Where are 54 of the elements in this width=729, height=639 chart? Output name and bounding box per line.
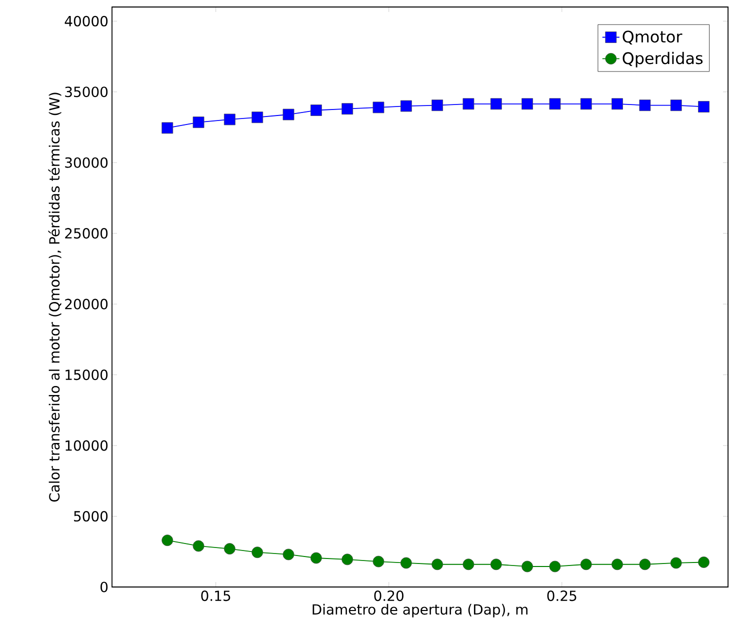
- point: [698, 556, 710, 568]
- point: [192, 116, 204, 128]
- x-tick-label: 0.25: [547, 590, 576, 602]
- x-tick-label: 0.15: [201, 590, 230, 602]
- point: [580, 98, 592, 110]
- point: [670, 557, 682, 569]
- y-tick-label: 15000: [66, 370, 108, 380]
- point: [162, 122, 174, 134]
- y-tick-label: 10000: [66, 440, 108, 451]
- y-tick-label: 0: [100, 582, 108, 592]
- y-tick-label: 30000: [65, 157, 108, 168]
- point: [432, 100, 444, 112]
- point: [400, 557, 412, 569]
- point: [490, 98, 502, 110]
- point: [342, 554, 354, 566]
- point: [224, 114, 236, 126]
- point: [612, 98, 623, 110]
- point: [162, 534, 174, 546]
- point: [612, 558, 623, 570]
- y-axis-title: Calor transferido al motor (Qmotor), Pérdidas térmicas (W): [48, 92, 62, 502]
- point: [372, 102, 384, 114]
- point: [580, 558, 592, 570]
- x-tick-label: 0.20: [374, 590, 404, 602]
- point: [192, 540, 204, 552]
- point: [639, 100, 651, 112]
- point: [522, 560, 533, 572]
- point: [342, 103, 354, 115]
- point: [432, 558, 444, 570]
- y-tick-label: 25000: [65, 228, 108, 239]
- point: [490, 558, 502, 570]
- y-tick-label: 20000: [65, 298, 108, 310]
- point: [698, 101, 710, 112]
- point: [462, 98, 474, 110]
- point: [252, 112, 264, 124]
- legend-label: Qperdidas: [622, 52, 703, 68]
- point: [522, 98, 533, 110]
- y-tick-label: 35000: [65, 86, 108, 98]
- point: [282, 548, 294, 560]
- point: [310, 104, 322, 116]
- point: [282, 108, 294, 120]
- point: [639, 558, 651, 570]
- point: [400, 100, 412, 112]
- point: [372, 556, 384, 568]
- point: [252, 546, 264, 558]
- y-tick-label: 40000: [64, 16, 108, 26]
- point: [462, 558, 474, 570]
- point: [549, 560, 561, 572]
- y-tick-label: 5000: [74, 510, 108, 522]
- point: [310, 552, 322, 564]
- point: [549, 98, 561, 110]
- point: [670, 100, 682, 112]
- legend-label: Qmotor: [622, 30, 682, 44]
- x-axis-title: Diametro de apertura (Dap), m: [312, 604, 528, 618]
- point: [224, 543, 236, 555]
